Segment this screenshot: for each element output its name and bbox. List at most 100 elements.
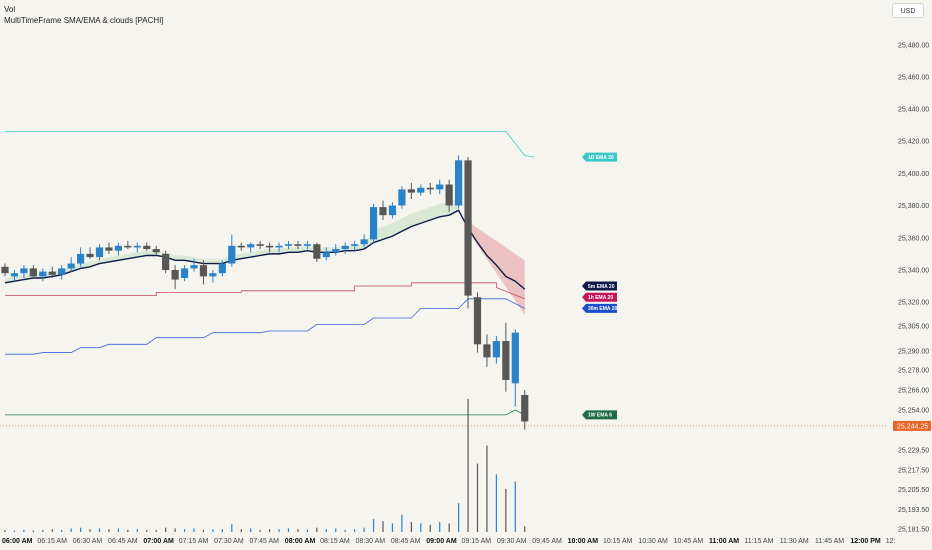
candle-body xyxy=(303,244,311,246)
volume-bar xyxy=(410,521,412,532)
volume-bar xyxy=(193,528,195,532)
candle-body xyxy=(218,263,226,274)
candle-body xyxy=(86,253,94,258)
volume-bar xyxy=(344,529,346,532)
candle-body xyxy=(114,245,122,251)
time-tick-label: 09:45 AM xyxy=(532,538,562,545)
time-tick-label: 07:00 AM xyxy=(143,538,174,545)
volume-bar xyxy=(420,523,422,532)
candle-body xyxy=(266,245,274,248)
time-tick-label: 07:45 AM xyxy=(249,538,279,545)
time-tick-label: 09:15 AM xyxy=(462,538,492,545)
candle-body xyxy=(351,244,359,246)
candle-body xyxy=(492,341,500,358)
volume-bar xyxy=(259,529,261,532)
candle-body xyxy=(20,268,28,274)
price-tick-label: 25,205.50 xyxy=(898,487,929,494)
volume-bar xyxy=(316,527,318,532)
ema-line-tag-shape xyxy=(582,152,617,162)
candle-body xyxy=(39,271,47,277)
price-tick-label: 25,420.00 xyxy=(898,139,929,146)
time-tick-label: 10:00 AM xyxy=(568,538,599,545)
price-axis: 25,480.00 25,460.00 25,440.00 25,420.00 25,4… xyxy=(893,43,931,534)
candle-body xyxy=(228,245,236,264)
ema-line-tag-label: 1W EMA 6 xyxy=(588,413,612,419)
ema-line-tag: 1D EMA 20 xyxy=(582,152,617,162)
candle-body xyxy=(322,252,330,258)
ema-line-tag-label: 1h EMA 20 xyxy=(588,295,613,301)
candle-body xyxy=(483,344,491,358)
volume-bars xyxy=(4,398,526,532)
time-tick-label: 08:30 AM xyxy=(356,538,386,545)
candle-body xyxy=(29,268,37,277)
price-tick-label: 25,193.50 xyxy=(898,507,929,514)
volume-bar xyxy=(297,529,299,532)
volume-bar xyxy=(382,521,384,532)
time-tick-label: 11:45 AM xyxy=(815,538,844,545)
ema-lines xyxy=(0,130,888,427)
candle-body xyxy=(256,244,264,246)
time-tick-label: 09:30 AM xyxy=(497,538,527,545)
volume-bar xyxy=(127,529,129,532)
candle-body xyxy=(95,247,104,258)
ema-1d-line xyxy=(5,130,535,158)
volume-bar xyxy=(458,503,460,532)
ema-line-tag: 1W EMA 6 xyxy=(582,410,617,420)
price-tick-label: 25,229.50 xyxy=(898,448,929,455)
candle-body xyxy=(171,270,179,280)
candle-body xyxy=(332,249,340,253)
volume-bar xyxy=(495,474,497,532)
time-tick-label: 06:00 AM xyxy=(2,538,33,545)
candle-body xyxy=(464,160,472,296)
ema-line-tag: 1h EMA 20 xyxy=(582,292,617,302)
price-tick-label: 25,254.00 xyxy=(898,408,929,415)
volume-bar xyxy=(363,527,365,532)
last-price-tag-label: 25,244.25 xyxy=(897,423,928,430)
volume-bar xyxy=(278,529,280,532)
ema-line-tag: 30m EMA 20 xyxy=(582,303,617,313)
price-tick-label: 25,460.00 xyxy=(898,75,929,82)
price-tick-label: 25,181.50 xyxy=(898,527,929,534)
volume-bar xyxy=(4,529,6,532)
volume-bar xyxy=(89,529,91,532)
price-tick-label: 25,266.00 xyxy=(898,388,929,395)
candle-body xyxy=(294,244,302,246)
candle-body xyxy=(133,245,141,248)
ema-line-tag-shape xyxy=(582,410,617,420)
volume-bar xyxy=(486,445,488,532)
volume-bar xyxy=(391,523,394,532)
candle-body xyxy=(143,245,151,250)
candle-body xyxy=(417,187,425,193)
candle-body xyxy=(521,395,529,422)
candle-body xyxy=(162,253,170,270)
volume-bar xyxy=(98,528,101,532)
price-tick-label: 25,290.00 xyxy=(898,349,929,356)
volume-bar xyxy=(467,398,469,532)
volume-bar xyxy=(335,528,337,532)
volume-bar xyxy=(231,524,233,532)
currency-button[interactable]: USD xyxy=(892,3,924,18)
volume-bar xyxy=(51,529,53,532)
time-tick-label: 10:15 AM xyxy=(603,538,633,545)
price-tick-label: 25,217.50 xyxy=(898,467,929,474)
volume-bar xyxy=(108,529,110,532)
candle-body xyxy=(313,244,321,259)
ema-line-tag: 5m EMA 20 xyxy=(582,281,617,291)
volume-bar xyxy=(117,528,119,532)
price-tick-label: 25,340.00 xyxy=(898,268,929,275)
line-tags: 1D EMA 20 5m EMA 20 1h EMA 20 30m EMA 20 1W … xyxy=(582,152,617,420)
indicator-title[interactable]: MultiTimeFrame SMA/EMA & clouds [PACHI] xyxy=(4,16,164,25)
time-tick-label: 10:30 AM xyxy=(638,538,668,545)
candle-body xyxy=(237,245,245,248)
volume-bar xyxy=(439,521,441,532)
ema-1h-line xyxy=(5,282,525,300)
time-tick-label: 08:15 AM xyxy=(320,538,350,545)
volume-bar xyxy=(146,529,148,532)
candle-body xyxy=(502,341,510,380)
time-tick-label: 08:45 AM xyxy=(391,538,421,545)
ema-line-tag-label: 5m EMA 20 xyxy=(588,284,615,290)
time-tick-label: 07:15 AM xyxy=(179,538,209,545)
candle-body xyxy=(398,189,406,206)
